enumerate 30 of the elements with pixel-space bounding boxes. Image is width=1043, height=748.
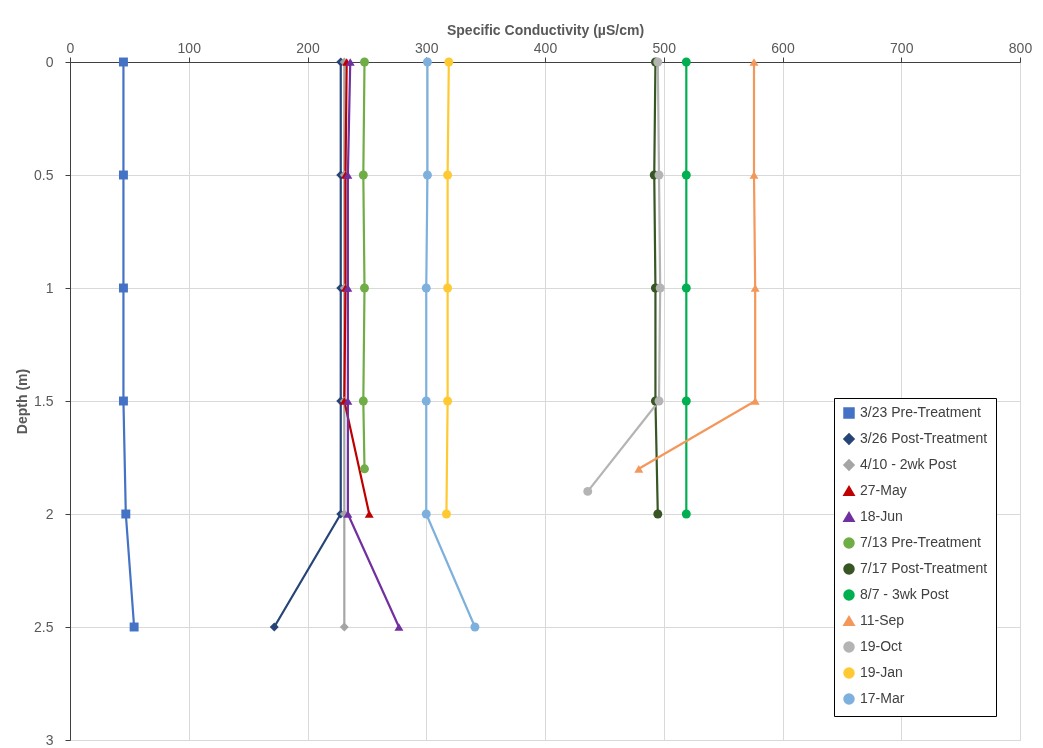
y-tick-label: 3 bbox=[45, 731, 54, 748]
legend-label: 3/23 Pre-Treatment bbox=[860, 404, 981, 420]
x-tick-label: 200 bbox=[296, 39, 320, 56]
legend-label: 7/17 Post-Treatment bbox=[860, 560, 988, 576]
y-tick-label: 1 bbox=[45, 279, 54, 296]
y-tick-label: 2 bbox=[45, 505, 54, 522]
x-axis-title: Specific Conductivity (µS/cm) bbox=[446, 21, 645, 38]
legend-label: 19-Jan bbox=[860, 664, 903, 680]
legend-label: 8/7 - 3wk Post bbox=[860, 586, 949, 602]
legend-label: 11-Sep bbox=[860, 612, 905, 628]
legend-label: 3/26 Post-Treatment bbox=[860, 430, 988, 446]
x-tick-label: 600 bbox=[771, 39, 795, 56]
x-tick-label: 400 bbox=[533, 39, 558, 56]
legend-label: 4/10 - 2wk Post bbox=[860, 456, 957, 472]
legend-label: 17-Mar bbox=[860, 690, 905, 706]
x-tick-label: 100 bbox=[177, 39, 202, 56]
y-tick-label: 2.5 bbox=[34, 618, 54, 635]
legend-label: 27-May bbox=[860, 482, 907, 498]
x-tick-label: 700 bbox=[890, 39, 914, 56]
x-tick-label: 300 bbox=[415, 39, 439, 56]
x-tick-label: 800 bbox=[1008, 39, 1033, 56]
legend-label: 19-Oct bbox=[860, 638, 903, 654]
y-tick-label: 0 bbox=[45, 53, 54, 70]
legend-label: 7/13 Pre-Treatment bbox=[860, 534, 981, 550]
y-tick-label: 0.5 bbox=[34, 166, 54, 183]
x-tick-label: 500 bbox=[652, 39, 677, 56]
y-tick-label: 1.5 bbox=[34, 392, 54, 409]
x-tick-label: 0 bbox=[66, 39, 75, 56]
y-axis-title: Depth (m) bbox=[14, 368, 31, 435]
legend-label: 18-Jun bbox=[860, 508, 903, 524]
